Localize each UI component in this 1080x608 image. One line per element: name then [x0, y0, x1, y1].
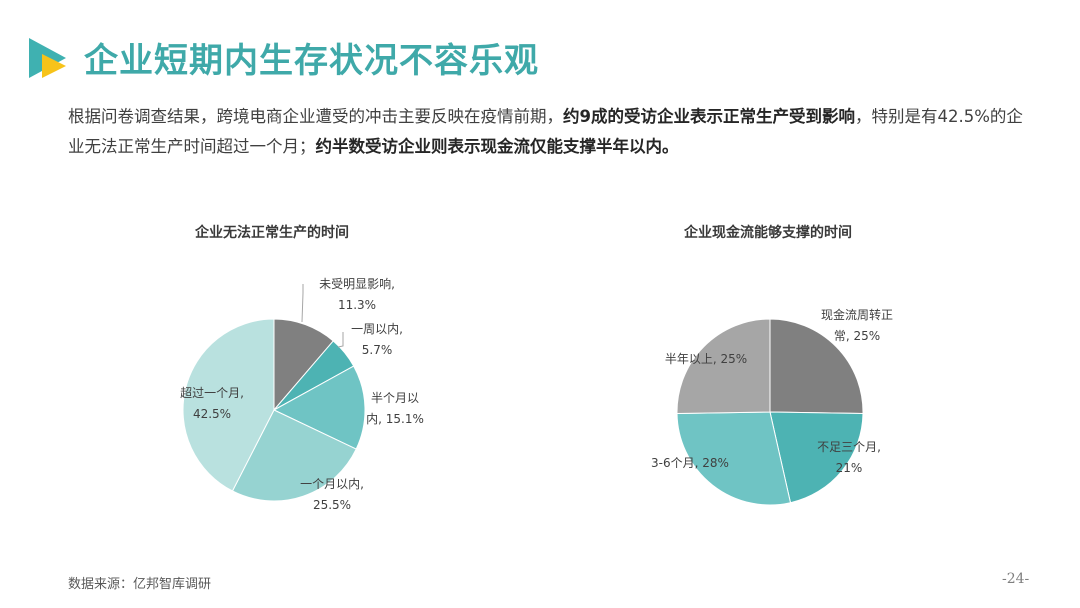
pie-production-leader-line-0	[301, 284, 304, 323]
pie-cashflow-slice-2	[676, 411, 792, 506]
pie-cashflow-slice-label-0: 现金流周转正常, 25%	[821, 307, 893, 343]
page-title: 企业短期内生存状况不容乐观	[84, 41, 539, 81]
summary-highlight: 约9成的受访企业表示正常生产受到影响	[563, 107, 855, 126]
pie-production-slice-label-0: 未受明显影响, 11.3%	[319, 276, 395, 312]
page-number: -24-	[1002, 571, 1030, 587]
pie-production-slice-0	[273, 318, 334, 412]
logo-icon	[29, 38, 66, 78]
pie-cashflow-slice-label-3: 半年以上, 25%	[665, 352, 747, 366]
pie-production-slice-label-2: 半个月以内, 15.1%	[366, 391, 424, 426]
pie-production-slice-2	[272, 365, 366, 450]
summary-highlight: 约半数受访企业则表示现金流仅能支撑半年以内。	[315, 137, 679, 156]
pie-production-slice-4	[182, 318, 275, 492]
summary-text: 根据问卷调查结果，跨境电商企业遭受的冲击主要反映在疫情前期，约9成的受访企业表示…	[68, 102, 1028, 162]
source-note: 数据来源：亿邦智库调研	[68, 577, 212, 592]
pie-cashflow-slice-0	[769, 318, 864, 414]
pie-production-slice-label-4: 超过一个月, 42.5%	[180, 385, 244, 421]
chart-title-cashflow: 企业现金流能够支撑的时间	[684, 225, 852, 241]
chart-title-production: 企业无法正常生产的时间	[195, 225, 349, 241]
pie-cashflow-slice-3	[676, 318, 771, 414]
pie-production-slice-label-1: 一周以内, 5.7%	[351, 322, 403, 357]
summary-segment: 根据问卷调查结果，跨境电商企业遭受的冲击主要反映在疫情前期，	[68, 107, 563, 126]
summary-segment: ，特别是有42.5%的企业无法正常生产时间超过一个月；	[68, 107, 1023, 156]
pie-production-slice-3	[231, 409, 357, 502]
pie-cashflow-slice-label-1: 不足三个月, 21%	[817, 440, 881, 475]
pie-cashflow-slice-1	[769, 411, 864, 504]
pie-production-slice-label-3: 一个月以内, 25.5%	[300, 477, 364, 512]
pie-production-leader-line-1	[337, 332, 344, 348]
pie-cashflow-slice-label-2: 3-6个月, 28%	[651, 456, 729, 470]
